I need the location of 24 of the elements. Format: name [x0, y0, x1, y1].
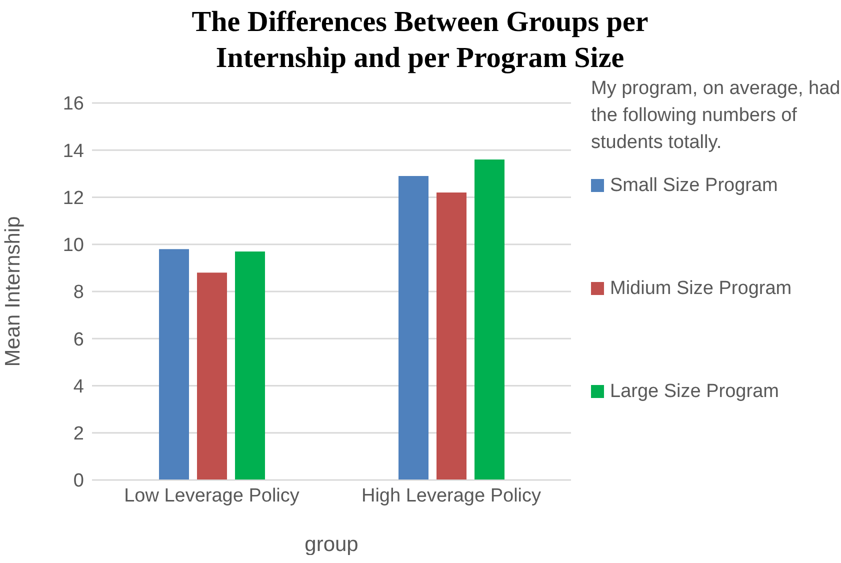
x-tick-label: Low Leverage Policy [124, 485, 300, 506]
bar [398, 176, 428, 480]
legend-label: Large Size Program [610, 380, 779, 404]
y-tick-label: 12 [62, 188, 84, 209]
y-tick-label: 6 [73, 329, 84, 350]
bar [159, 249, 189, 480]
y-axis-title: Mean Internship [1, 216, 24, 367]
bar [436, 192, 466, 480]
x-axis-title: group [304, 533, 358, 556]
y-tick-label: 0 [73, 470, 84, 492]
y-tick-label: 10 [62, 235, 84, 256]
y-tick-label: 2 [73, 424, 84, 445]
bar [474, 160, 504, 480]
y-tick-label: 8 [73, 282, 84, 304]
chart-title: The Differences Between Groups per Internship and per Program Size [190, 5, 650, 76]
legend-label: Small Size Program [610, 174, 778, 198]
y-tick-label: 4 [73, 376, 84, 398]
bar [197, 272, 227, 480]
y-tick-label: 16 [62, 94, 84, 115]
legend-label: Midium Size Program [610, 277, 792, 301]
x-tick-label: High Leverage Policy [361, 485, 542, 506]
bar [235, 251, 265, 480]
y-tick-label: 14 [62, 140, 84, 162]
legend-title: My program, on average, had the following numbers of students totally. [591, 77, 841, 155]
